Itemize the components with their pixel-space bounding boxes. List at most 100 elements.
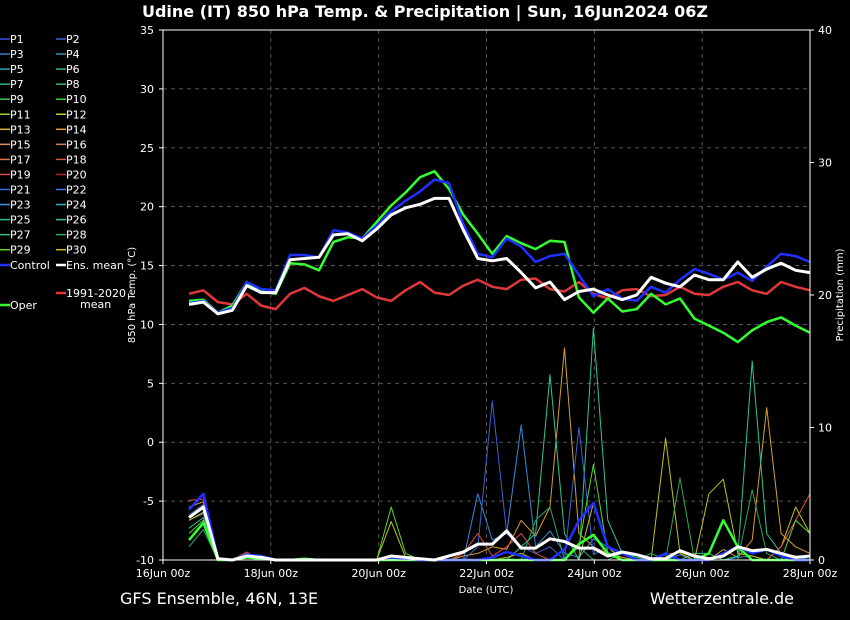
legend-item: Oper	[0, 299, 37, 312]
precip-line-p23	[188, 424, 810, 561]
legend-item: P8	[56, 78, 80, 91]
legend-item: P17	[0, 153, 31, 166]
y-tick-label: 35	[140, 24, 154, 37]
legend-label: P19	[10, 168, 31, 181]
legend-item: P16	[56, 138, 87, 151]
legend-label: P2	[66, 33, 80, 46]
x-tick-label: 22Jun 00z	[459, 567, 514, 580]
legend-item: P11	[0, 108, 31, 121]
legend-label: P27	[10, 229, 31, 242]
legend-label: P15	[10, 138, 31, 151]
legend-label: P9	[10, 93, 24, 106]
y2-tick-label: 0	[818, 554, 825, 567]
x-tick-label: 28Jun 00z	[783, 567, 838, 580]
y-axis-ticks: -10 -5 0 5 10 15 20 25 30 35	[136, 24, 163, 567]
y-tick-label: 25	[140, 142, 154, 155]
legend-item: P22	[56, 184, 87, 197]
legend-label: Ens. mean	[66, 259, 124, 272]
legend-label: P30	[66, 244, 87, 257]
x-axis-ticks: 16Jun 00z 18Jun 00z 20Jun 00z 22Jun 00z 24Ju…	[136, 560, 838, 580]
y2-axis-label: Precipitation (mm)	[835, 248, 846, 341]
legend-label: P12	[66, 108, 87, 121]
temp-line-1991-2020	[188, 277, 811, 311]
y-axis-label: 850 hPa Temp. (°C)	[127, 247, 138, 343]
temp-line-ens-mean	[188, 196, 811, 316]
legend-label: P5	[10, 63, 24, 76]
legend-label: P6	[66, 63, 80, 76]
plot-frame	[162, 29, 811, 561]
precip-line-p30	[188, 437, 811, 561]
legend-item: P15	[0, 138, 31, 151]
temp-line-oper	[188, 170, 811, 344]
legend-label: P1	[10, 33, 24, 46]
legend-item: Ens. mean	[56, 259, 124, 272]
x-axis-label: Date (UTC)	[459, 585, 514, 596]
x-tick-label: 18Jun 00z	[244, 567, 299, 580]
legend-label: Control	[10, 259, 50, 272]
legend-label: P4	[66, 48, 80, 61]
legend-item: P29	[0, 244, 31, 257]
y-tick-label: -5	[143, 495, 154, 508]
precip-line-p26	[188, 327, 811, 561]
footer-model: GFS Ensemble, 46N, 13E	[120, 589, 318, 608]
y-tick-label: 30	[140, 83, 154, 96]
y-tick-label: 0	[147, 436, 154, 449]
y-tick-label: 5	[147, 377, 154, 390]
legend-label: P10	[66, 93, 87, 106]
legend-label: P14	[66, 123, 87, 136]
legend-item: P27	[0, 229, 31, 242]
legend-label: P28	[66, 229, 87, 242]
y2-axis-ticks: 0 10 20 30 40	[810, 24, 832, 567]
legend-label: P22	[66, 184, 87, 197]
legend: P1 P2 P3 P4 P5 P6 P7 P8 P9 P10 P11 P12 P13 P14 P15 P16 P…	[0, 33, 126, 312]
legend-label: P13	[10, 123, 31, 136]
y2-tick-label: 30	[818, 157, 832, 170]
grid	[162, 29, 811, 561]
footer-source: Wetterzentrale.de	[650, 589, 794, 608]
y-tick-label: 20	[140, 201, 154, 214]
legend-item: P4	[56, 48, 80, 61]
legend-label-line2: mean	[80, 298, 111, 311]
legend-label: P25	[10, 214, 31, 227]
legend-item: P13	[0, 123, 31, 136]
legend-item: P19	[0, 168, 31, 181]
legend-item: P3	[0, 48, 24, 61]
y2-tick-label: 10	[818, 422, 832, 435]
x-tick-label: 20Jun 00z	[351, 567, 406, 580]
x-tick-label: 16Jun 00z	[136, 567, 191, 580]
legend-item: P5	[0, 63, 24, 76]
legend-item: P7	[0, 78, 24, 91]
legend-item: P14	[56, 123, 87, 136]
x-tick-label: 26Jun 00z	[675, 567, 730, 580]
legend-item: P28	[56, 229, 87, 242]
precip-line-p12	[188, 347, 811, 561]
legend-label: P24	[66, 199, 87, 212]
legend-item: P12	[56, 108, 87, 121]
temp-line-control	[188, 178, 811, 314]
legend-item: P26	[56, 214, 87, 227]
legend-item: P6	[56, 63, 80, 76]
legend-label: P17	[10, 153, 31, 166]
y2-tick-label: 20	[818, 289, 832, 302]
legend-item: P1	[0, 33, 24, 46]
precip-line-p19	[188, 493, 811, 561]
legend-item: P23	[0, 199, 31, 212]
legend-label: P16	[66, 138, 87, 151]
legend-label: P8	[66, 78, 80, 91]
legend-label: P7	[10, 78, 24, 91]
legend-item: P18	[56, 153, 87, 166]
legend-item: P2	[56, 33, 80, 46]
legend-label: P23	[10, 199, 31, 212]
y-tick-label: 10	[140, 318, 154, 331]
y2-tick-label: 40	[818, 24, 832, 37]
legend-label: P11	[10, 108, 31, 121]
legend-label: P18	[66, 153, 87, 166]
legend-label: P26	[66, 214, 87, 227]
precip-line-control	[188, 492, 810, 562]
legend-label: P29	[10, 244, 31, 257]
y-tick-label: -10	[136, 554, 154, 567]
legend-item: P25	[0, 214, 31, 227]
legend-label: P3	[10, 48, 24, 61]
